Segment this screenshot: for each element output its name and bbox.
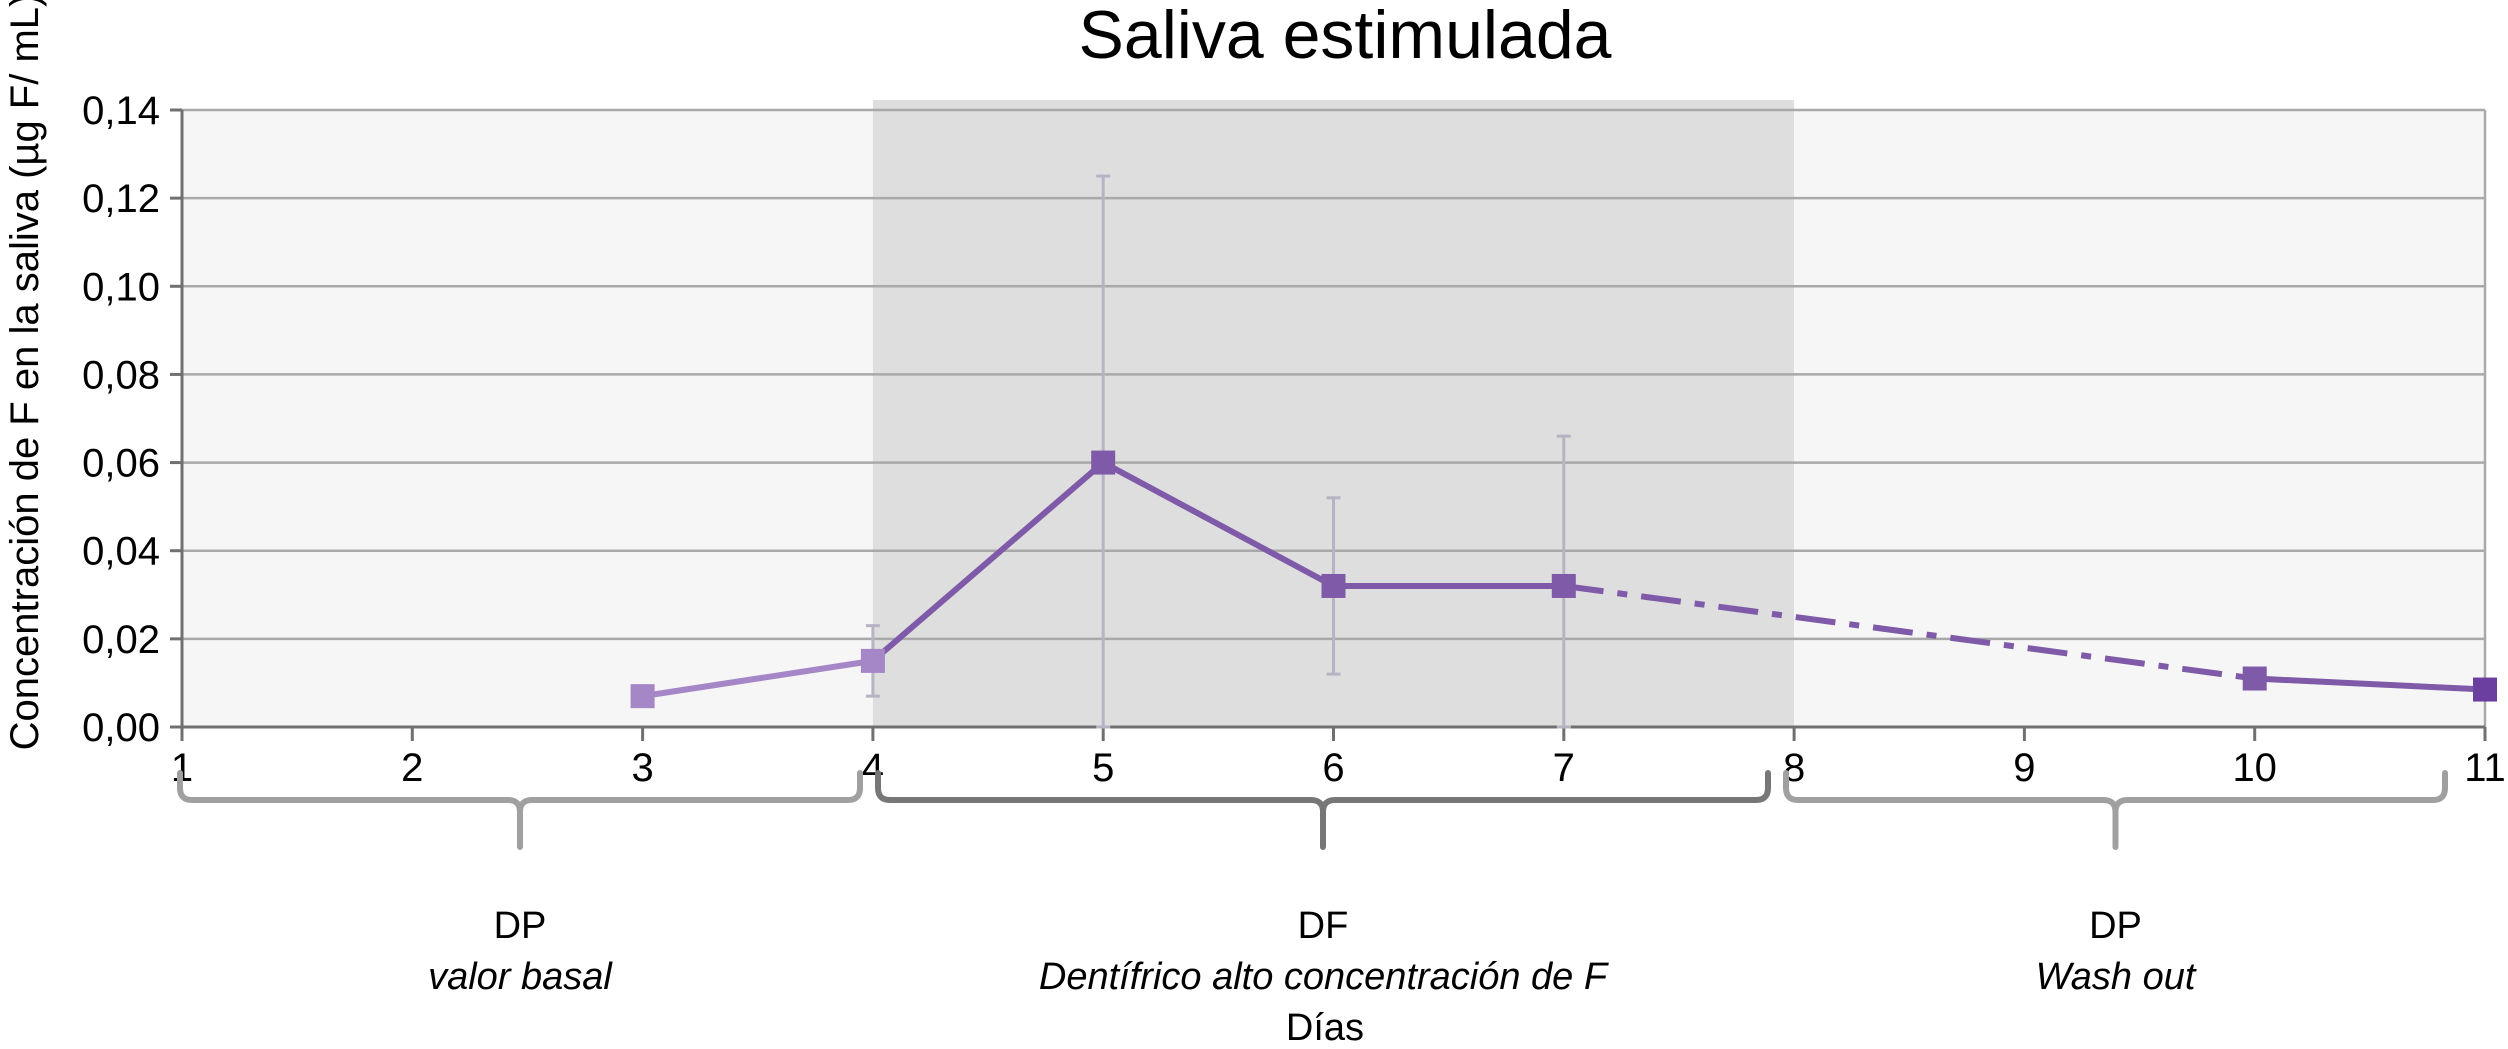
phase-name-1: DP bbox=[494, 905, 547, 947]
y-tick-label: 0,10 bbox=[82, 265, 160, 309]
y-tick-label: 0,08 bbox=[82, 353, 160, 397]
x-tick-label: 3 bbox=[631, 746, 653, 790]
grid bbox=[182, 108, 2487, 727]
x-tick-label: 9 bbox=[2013, 746, 2035, 790]
series-marker bbox=[2242, 666, 2267, 691]
phase-description-1: valor basal bbox=[428, 956, 613, 998]
phase-annotations: DP valor basal DF Dentífrico alto concentra… bbox=[177, 770, 2448, 998]
series-marker bbox=[630, 684, 655, 709]
series-segment-dashed bbox=[1563, 582, 2256, 682]
chart-title: Saliva estimulada bbox=[1079, 0, 1612, 73]
x-axis-label: Días bbox=[1286, 1007, 1364, 1049]
axes: 0,000,020,040,060,080,100,120,141 2 3 4 5 6 7 8… bbox=[82, 89, 2506, 790]
series-segment bbox=[870, 460, 1106, 664]
phase-background-1 bbox=[182, 110, 873, 727]
series-marker bbox=[1091, 450, 1116, 475]
x-tick-label: 6 bbox=[1322, 746, 1344, 790]
series-marker bbox=[1321, 573, 1346, 598]
x-tick-label: 11 bbox=[2464, 746, 2506, 790]
y-tick-label: 0,14 bbox=[82, 89, 160, 133]
y-tick-label: 0,06 bbox=[82, 442, 160, 486]
phase-description-2: Dentífrico alto concentración de F bbox=[1039, 956, 1609, 998]
x-tick-label: 5 bbox=[1092, 746, 1114, 790]
y-tick-label: 0,12 bbox=[82, 177, 160, 221]
phase-name-2: DF bbox=[1298, 905, 1349, 947]
x-tick-label: 10 bbox=[2232, 746, 2277, 790]
phase-brace-3 bbox=[1783, 770, 2448, 850]
series-segment bbox=[1101, 459, 1335, 589]
y-tick-label: 0,02 bbox=[82, 618, 160, 662]
phase-background-3 bbox=[1794, 110, 2485, 727]
phase-name-3: DP bbox=[2089, 905, 2142, 947]
series-marker bbox=[860, 648, 885, 673]
phase-brace-1 bbox=[177, 770, 863, 850]
y-axis-label: Concentración de F en la saliva (µg F/ m… bbox=[3, 0, 47, 750]
series-marker bbox=[1551, 573, 1576, 598]
y-tick-label: 0,00 bbox=[82, 706, 160, 750]
series-marker bbox=[2473, 677, 2497, 702]
series-segment bbox=[642, 657, 874, 700]
phase-backgrounds bbox=[182, 100, 2485, 727]
x-tick-label: 2 bbox=[401, 746, 423, 790]
series-lines bbox=[642, 459, 2486, 700]
series-markers bbox=[630, 450, 2497, 709]
phase-description-3: Wash out bbox=[2036, 956, 2197, 998]
phase-brace-2 bbox=[875, 770, 1771, 850]
x-tick-label: 1 bbox=[171, 746, 193, 790]
x-tick-label: 7 bbox=[1553, 746, 1575, 790]
series-segment bbox=[2254, 675, 2486, 693]
y-tick-label: 0,04 bbox=[82, 530, 160, 574]
